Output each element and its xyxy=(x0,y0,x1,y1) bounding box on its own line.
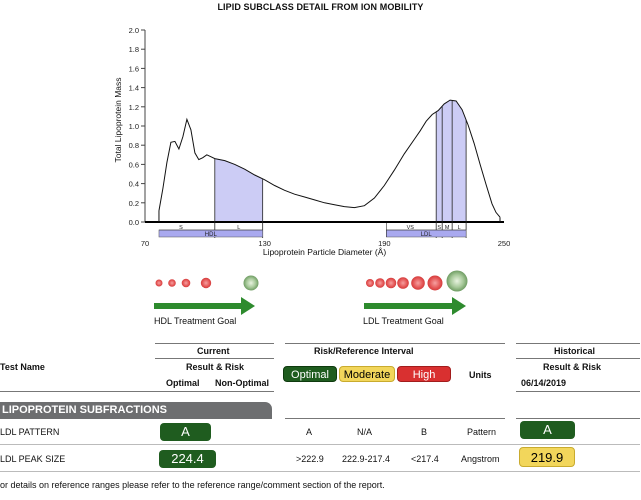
subclass-label: S xyxy=(437,225,441,231)
x-tick-label: 130 xyxy=(258,239,271,248)
y-tick-label: 1.2 xyxy=(129,103,139,112)
high-legend-pill: High xyxy=(397,366,451,382)
ldl-peak-size-high-range: <217.4 xyxy=(411,454,439,464)
divider xyxy=(0,444,640,445)
ldl-particle-dot xyxy=(397,277,409,289)
divider xyxy=(155,358,274,359)
ldl-pattern-high-range: B xyxy=(421,427,428,437)
divider xyxy=(0,391,274,392)
hdl-goal-particle-dot xyxy=(243,275,259,291)
treatment-goal-graphics xyxy=(154,270,468,315)
ldl-particle-dot xyxy=(411,276,425,290)
ldl-pattern-current-value: A xyxy=(160,423,211,441)
section-title: LIPOPROTEIN SUBFRACTIONS xyxy=(2,404,168,416)
y-tick-label: 0.0 xyxy=(129,218,139,227)
ldl-pattern-moderate-range: N/A xyxy=(357,427,373,437)
divider xyxy=(285,418,505,419)
hdl-goal-arrow xyxy=(154,297,255,315)
ldl-pattern-historical-value: A xyxy=(520,421,575,439)
band-label: HDL xyxy=(205,232,218,238)
y-tick-label: 0.8 xyxy=(129,141,139,150)
y-tick-label: 0.6 xyxy=(129,160,139,169)
current-header: Current xyxy=(197,346,230,356)
y-axis-label: Total Lipoprotein Mass xyxy=(113,77,123,162)
divider xyxy=(516,391,640,392)
ldl-peak-size-current-value: 224.4 xyxy=(159,450,216,468)
ldl-pattern-optimal-range: A xyxy=(306,427,313,437)
ldl-goal-label: LDL Treatment Goal xyxy=(363,316,444,326)
y-tick-label: 1.0 xyxy=(129,122,139,131)
ldl-pattern-units: Pattern xyxy=(467,427,497,437)
optimal-col-header: Optimal xyxy=(166,378,200,388)
ldl-goal-particle-dot xyxy=(446,270,468,292)
subclass-label: L xyxy=(237,225,240,231)
ldl-shaded-area xyxy=(436,100,467,222)
ldl-particle-dot xyxy=(385,277,397,289)
divider xyxy=(0,471,640,472)
x-tick-label: 190 xyxy=(378,239,391,248)
hdl-particle-dot xyxy=(181,278,191,288)
footnote: or details on reference ranges please re… xyxy=(0,480,385,490)
test-name-header: Test Name xyxy=(0,362,45,372)
ldl-peak-size-optimal-range: >222.9 xyxy=(296,454,324,464)
subclass-label: L xyxy=(458,225,461,231)
ldl-particle-dot xyxy=(427,275,443,291)
section-title-bar: LIPOPROTEIN SUBFRACTIONS xyxy=(0,402,272,419)
y-tick-label: 1.8 xyxy=(129,45,139,54)
row-name-ldl-peak-size: LDL PEAK SIZE xyxy=(0,454,66,464)
hdl-goal-label: HDL Treatment Goal xyxy=(154,316,237,326)
divider xyxy=(155,343,274,344)
subclass-label: S xyxy=(179,225,183,231)
band-label: LDL xyxy=(421,232,433,238)
mass-curve-line xyxy=(158,99,501,218)
y-tick-label: 1.4 xyxy=(129,84,139,93)
x-axis-label: Lipoprotein Particle Diameter (Å) xyxy=(263,247,386,257)
x-tick-label: 70 xyxy=(141,239,149,248)
y-tick-label: 0.4 xyxy=(129,180,139,189)
x-tick-label: 250 xyxy=(498,239,511,248)
historical-header: Historical xyxy=(554,346,596,356)
chart-title: LIPID SUBCLASS DETAIL FROM ION MOBILITY xyxy=(217,2,424,12)
ldl-particle-dot xyxy=(375,278,385,288)
optimal-legend-pill: Optimal xyxy=(283,366,337,382)
historical-result-risk: Result & Risk xyxy=(543,362,602,372)
hdl-l-region xyxy=(221,160,263,222)
hdl-particle-dot xyxy=(168,279,176,287)
divider xyxy=(516,343,640,344)
risk-interval-header: Risk/Reference Interval xyxy=(314,346,414,356)
y-tick-label: 0.2 xyxy=(129,199,139,208)
subclass-label: M xyxy=(445,225,450,231)
current-result-risk: Result & Risk xyxy=(186,362,245,372)
units-header: Units xyxy=(469,370,492,380)
historical-date: 06/14/2019 xyxy=(521,378,567,388)
ldl-goal-arrow xyxy=(364,297,466,315)
hdl-particle-dot xyxy=(200,277,212,289)
hdl-particle-dot xyxy=(155,279,163,287)
divider xyxy=(516,358,640,359)
ldl-peak-size-historical-value: 219.9 xyxy=(519,447,575,467)
y-tick-label: 1.6 xyxy=(129,64,139,73)
ldl-peak-size-moderate-range: 222.9-217.4 xyxy=(342,454,391,464)
row-name-ldl-pattern: LDL PATTERN xyxy=(0,427,60,437)
ldl-peak-size-units: Angstrom xyxy=(461,454,500,464)
divider xyxy=(285,343,505,344)
y-tick-label: 2.0 xyxy=(129,26,139,35)
non-optimal-col-header: Non-Optimal xyxy=(215,378,269,388)
ion-mobility-chart: 2.01.81.61.41.21.00.80.60.40.20.0S L VS S M L… xyxy=(113,26,511,257)
subclass-label: VS xyxy=(407,225,415,231)
moderate-legend-pill: Moderate xyxy=(339,366,395,382)
ldl-particle-dot xyxy=(366,279,374,287)
divider xyxy=(516,418,640,419)
